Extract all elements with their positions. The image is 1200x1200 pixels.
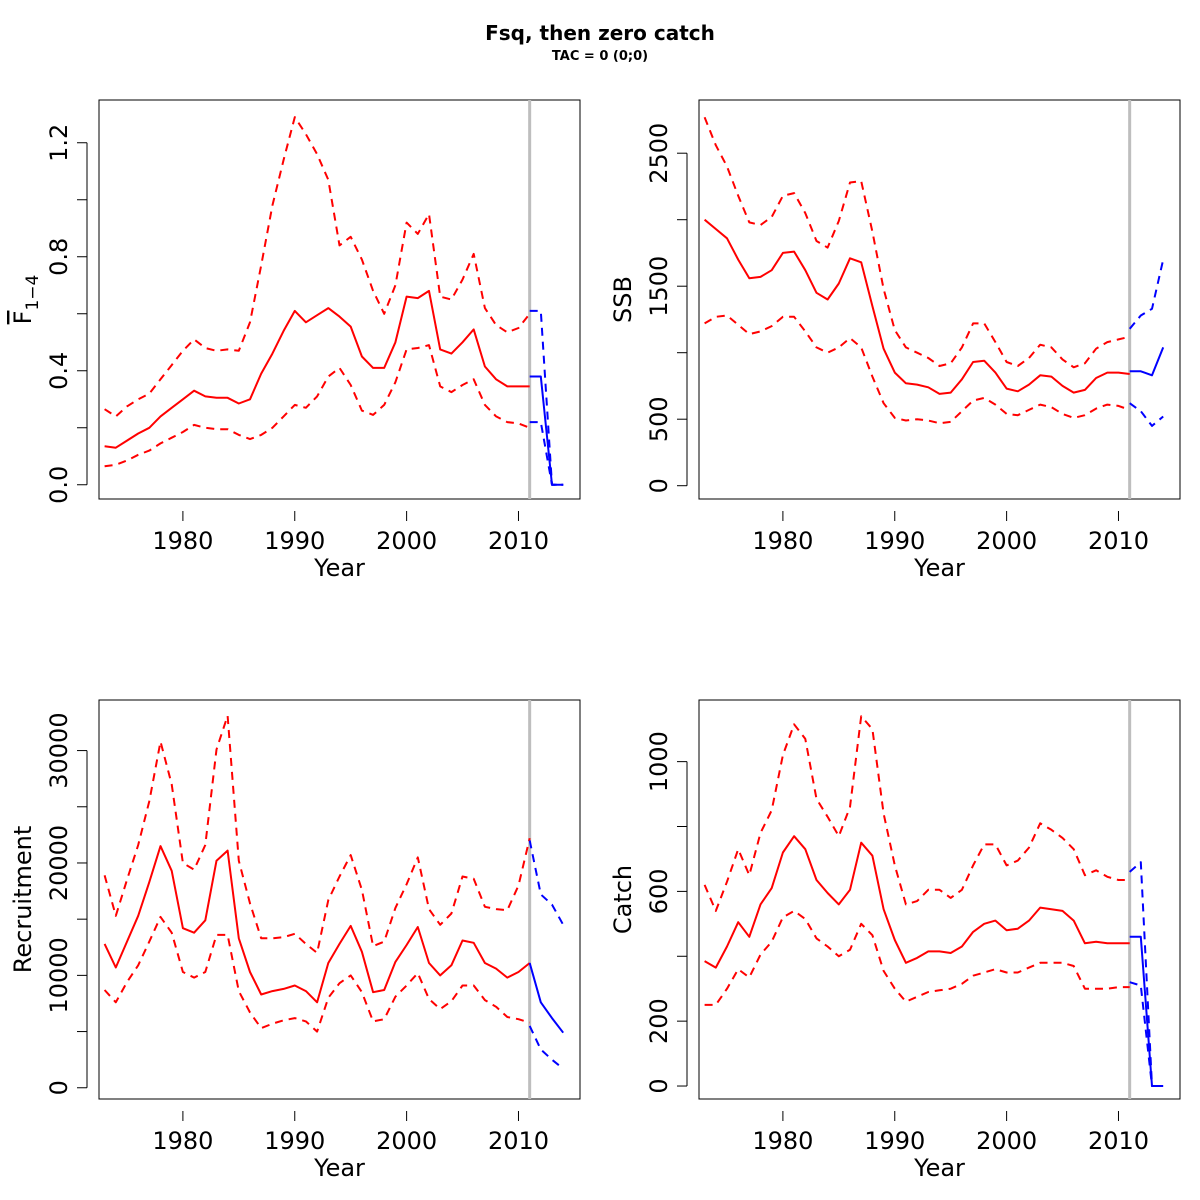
x-tick-label: 2000 (976, 527, 1037, 555)
series-historic-solid (104, 289, 530, 449)
series-forecast-solid (528, 962, 564, 1034)
figure-subtitle: TAC = 0 (0;0) (552, 49, 648, 64)
series-historic-dashed (103, 714, 531, 954)
series-forecast-dashed (1129, 402, 1164, 427)
y-tick-label: 30000 (45, 712, 73, 788)
plot-frame (98, 699, 581, 1100)
series-historic-dashed (103, 915, 530, 1033)
series-forecast-dashed (1128, 259, 1165, 330)
x-tick-label: 2010 (488, 527, 549, 555)
series-forecast-dashed (1129, 861, 1164, 1087)
x-tick-label: 2010 (1088, 527, 1149, 555)
x-tick-label: 2000 (976, 1127, 1037, 1155)
series-forecast-solid (1129, 347, 1165, 377)
x-axis-label: Year (913, 554, 965, 582)
panel-ssb: 1980 1990 2000 2010 Year 0 500 1500 2500 SSB (609, 99, 1181, 582)
y-axis-label-main: F (9, 311, 37, 325)
y-tick-label: 1.2 (45, 124, 73, 162)
x-axis-label: Year (313, 1154, 365, 1182)
panel-recruitment: 1980 1990 2000 2010 Year 0 10000 20000 30000 Recr… (9, 699, 581, 1182)
panels: 1980 1990 2000 2010Year0.00.40.81.2F1−41980… (9, 99, 1181, 1182)
plot-frame (698, 99, 1181, 500)
y-tick-label: 0 (45, 1080, 73, 1095)
series-historic-solid (103, 845, 531, 1004)
y-tick-label: 0 (645, 1078, 673, 1093)
y-tick-label: 20000 (45, 825, 73, 901)
series-forecast-dashed (529, 421, 564, 486)
figure-title: Fsq, then zero catch (485, 21, 715, 45)
x-tick-label: 1980 (752, 1127, 813, 1155)
series-forecast-dashed (528, 1025, 564, 1070)
series-forecast-dashed (529, 309, 564, 486)
y-axis-label: F1−4 (9, 275, 43, 325)
y-tick-label: 500 (645, 396, 673, 442)
series-historic-dashed (704, 909, 1130, 1006)
x-tick-label: 2010 (1088, 1127, 1149, 1155)
y-tick-label: 2500 (645, 123, 673, 184)
y-axis-label: Catch (609, 865, 637, 934)
series-historic-dashed (703, 715, 1130, 912)
y-axis-label-subscript: 1−4 (23, 275, 43, 311)
x-tick-label: 1980 (152, 1127, 213, 1155)
x-axis-label: Year (313, 554, 365, 582)
y-axis-label: Recruitment (9, 826, 37, 973)
y-tick-label: 0.0 (45, 466, 73, 504)
y-tick-label: 1500 (645, 256, 673, 317)
x-tick-label: 2000 (376, 527, 437, 555)
series-historic-dashed (704, 314, 1131, 425)
panel-fbar: 1980 1990 2000 2010 Year 0.0 0.4 0.8 1.2 F1−4 (9, 99, 581, 582)
y-tick-label: 600 (645, 868, 673, 914)
series-historic-solid (704, 835, 1130, 969)
x-tick-label: 2010 (488, 1127, 549, 1155)
series-historic-solid (703, 218, 1130, 395)
y-axis-label: SSB (609, 276, 637, 323)
y-tick-label: 0.4 (45, 352, 73, 390)
x-axis-label: Year (913, 1154, 965, 1182)
y-tick-label: 0 (645, 478, 673, 493)
x-tick-label: 2000 (376, 1127, 437, 1155)
plot-frame (98, 99, 581, 500)
series-forecast-solid (529, 375, 564, 486)
series-forecast-solid (1129, 935, 1164, 1087)
x-tick-label: 1990 (864, 527, 925, 555)
x-tick-label: 1980 (752, 527, 813, 555)
y-tick-label: 200 (645, 998, 673, 1044)
x-tick-label: 1990 (264, 527, 325, 555)
x-tick-label: 1990 (864, 1127, 925, 1155)
panel-catch: 1980 1990 2000 2010 Year 0 200 600 1000 Catch (609, 699, 1181, 1182)
plot-frame (698, 699, 1181, 1100)
y-tick-label: 10000 (45, 937, 73, 1013)
series-historic-dashed (104, 116, 531, 418)
series-forecast-dashed (1129, 981, 1164, 1087)
y-tick-label: 0.8 (45, 238, 73, 276)
x-tick-label: 1980 (152, 527, 213, 555)
series-historic-dashed (703, 116, 1130, 369)
series-forecast-dashed (528, 840, 565, 926)
x-tick-label: 1990 (264, 1127, 325, 1155)
y-tick-label: 1000 (645, 731, 673, 792)
series-historic-dashed (104, 344, 531, 468)
